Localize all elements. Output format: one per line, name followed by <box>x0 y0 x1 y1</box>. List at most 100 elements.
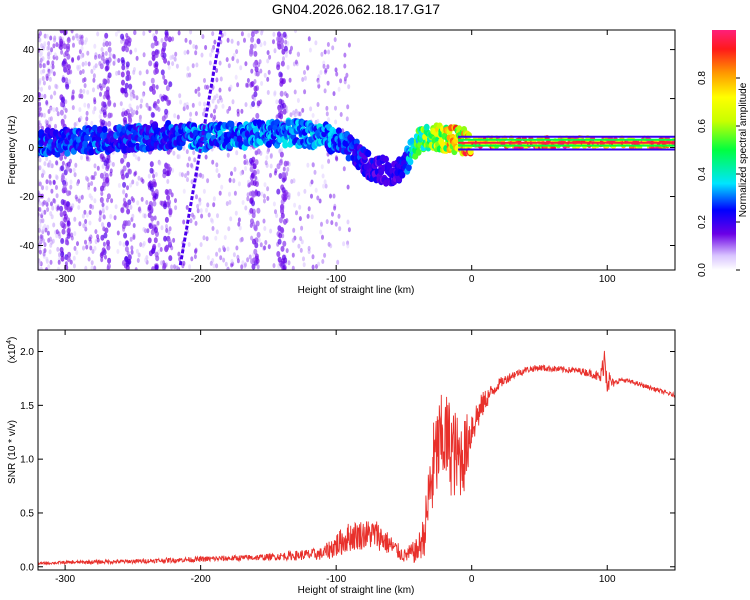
spectrogram-noise-speck <box>38 260 42 266</box>
spectrogram-stripe-speck <box>279 151 284 158</box>
spectrogram-noise-speck <box>294 59 298 65</box>
spectrogram-noise-speck <box>288 77 292 83</box>
spectrogram-noise-speck <box>323 49 327 55</box>
spectrogram-noise-speck <box>228 199 232 205</box>
spectrogram-noise-speck <box>47 71 51 77</box>
spectrogram-noise-speck <box>256 264 260 270</box>
spectrogram-noise-speck <box>238 225 242 231</box>
spectrogram-noise-speck <box>176 266 180 270</box>
spectrogram-noise-speck <box>42 112 46 118</box>
spectrogram-noise-speck <box>80 45 84 51</box>
spectrogram-stripe-speck <box>279 262 284 268</box>
spectrogram-noise-speck <box>205 236 209 242</box>
spectrogram-noise-speck <box>346 219 350 225</box>
colorbar-tick-label: 0.2 <box>697 215 708 229</box>
spectrogram-stripe-speck <box>148 223 153 230</box>
spectrogram-noise-speck <box>47 51 51 57</box>
spectrogram-noise-speck <box>343 76 347 82</box>
spectrogram-noise-speck <box>129 95 133 101</box>
spectrogram-noise-speck <box>55 193 59 199</box>
spectrogram-stripe-speck <box>104 65 109 72</box>
spectrogram-noise-speck <box>172 150 176 156</box>
spectrogram-stripe-speck <box>60 199 65 205</box>
spectrogram-stripe-speck <box>151 190 156 197</box>
spectrogram-stripe-speck <box>60 96 65 103</box>
spectrogram-noise-speck <box>46 207 50 212</box>
spectrogram-noise-speck <box>322 63 326 69</box>
spectrogram-noise-speck <box>272 31 276 37</box>
spectrogram-stripe-speck <box>104 40 109 47</box>
spectrogram-noise-speck <box>133 171 137 177</box>
spectrogram-noise-speck <box>182 188 186 194</box>
spectrogram-noise-speck <box>266 196 270 201</box>
spectrogram-noise-speck <box>246 257 250 263</box>
spectrogram-noise-speck <box>213 114 217 120</box>
spectrogram-noise-speck <box>335 156 339 162</box>
spectrogram-noise-speck <box>245 158 248 164</box>
spectrogram-stripe-speck <box>162 52 167 59</box>
spectrogram-stripe-speck <box>279 226 284 233</box>
spectrogram-noise-speck <box>153 215 157 221</box>
snr-line <box>38 350 675 566</box>
spectrogram-noise-speck <box>73 216 77 222</box>
spectrogram-noise-speck <box>132 197 135 203</box>
spectrogram-stripe-speck <box>277 238 282 245</box>
spectrogram-noise-speck <box>198 101 202 107</box>
spectrogram-noise-speck <box>327 158 331 164</box>
spectrogram-noise-speck <box>113 215 117 221</box>
spectrogram-noise-speck <box>327 117 331 123</box>
spectrogram-noise-speck <box>338 226 342 232</box>
spectrogram-noise-speck <box>294 108 298 114</box>
spectrogram-stripe-speck <box>62 179 67 186</box>
snr-frame <box>37 329 676 571</box>
spectrogram-noise-speck <box>173 264 176 270</box>
spectrogram-noise-speck <box>207 212 211 218</box>
spectrogram-noise-speck <box>129 204 133 210</box>
spectrogram-noise-speck <box>285 93 289 99</box>
spectrogram-noise-speck <box>52 179 56 185</box>
spectrogram-noise-speck <box>129 49 133 55</box>
spectrogram-stripe-speck <box>59 109 64 116</box>
spectrogram-ytick-label: -40 <box>20 241 35 252</box>
spectrogram-noise-speck <box>183 102 187 108</box>
spectrogram-noise-speck <box>303 188 307 194</box>
spectrogram-noise-speck <box>46 60 50 66</box>
spectrogram-stripe-speck <box>251 200 255 207</box>
spectrogram-stripe-speck <box>154 104 159 111</box>
spectrogram-noise-speck <box>56 111 60 117</box>
spectrogram-stripe-speck <box>254 66 259 73</box>
spectrogram-noise-speck <box>50 163 54 169</box>
spectrogram-noise-speck <box>129 182 133 188</box>
spectrogram-noise-speck <box>327 241 331 247</box>
spectrogram-noise-speck <box>118 240 122 246</box>
spectrogram-stripe-speck <box>99 63 104 70</box>
spectrogram-noise-speck <box>267 69 271 75</box>
spectrogram-stripe-speck <box>250 31 255 38</box>
spectrogram-stripe-speck <box>154 264 159 270</box>
spectrogram-stripe-speck <box>127 168 132 175</box>
spectrogram-noise-speck <box>120 39 124 44</box>
spectrogram-noise-speck <box>132 93 136 99</box>
spectrogram-stripe-speck <box>127 74 132 81</box>
spectrogram-stripe-speck <box>149 161 154 168</box>
spectrogram-noise-speck <box>311 254 315 260</box>
spectrogram-stripe-speck <box>150 215 155 222</box>
spectrogram-noise-speck <box>114 204 118 210</box>
spectrogram-noise-speck <box>38 249 42 255</box>
spectrogram-noise-speck <box>40 236 44 242</box>
spectrogram-noise-speck <box>54 123 57 129</box>
spectrogram-noise-speck <box>87 241 91 247</box>
spectrogram-noise-speck <box>134 267 138 270</box>
spectrogram-noise-speck <box>218 87 222 93</box>
spectrogram-noise-speck <box>55 233 59 239</box>
spectrogram-noise-speck <box>216 98 220 104</box>
spectrogram-noise-speck <box>259 242 263 248</box>
spectrogram-ridge-cell <box>96 126 103 133</box>
spectrogram-noise-speck <box>39 57 43 63</box>
spectrogram-stripe-speck <box>278 232 283 239</box>
spectrogram-noise-speck <box>48 249 52 255</box>
spectrogram-stripe-speck <box>154 227 158 233</box>
snr-x-axis-label: Height of straight line (km) <box>298 585 415 596</box>
spectrogram-stripe-speck <box>253 85 258 92</box>
spectrogram-stripe-speck <box>107 46 112 53</box>
